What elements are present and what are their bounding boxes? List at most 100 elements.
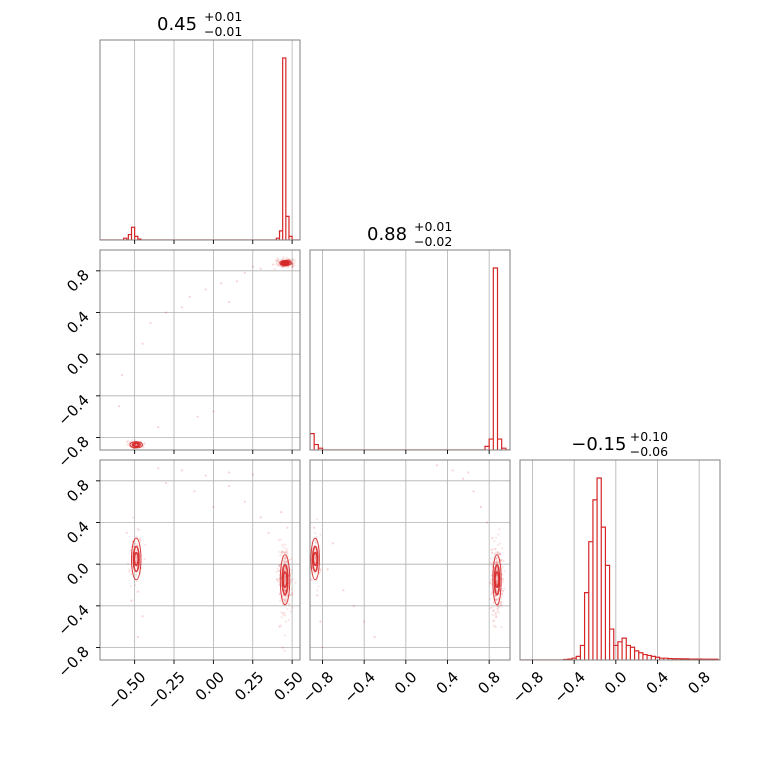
scatter-point-pair-2-1-4 xyxy=(479,505,482,508)
sample-point xyxy=(491,551,494,554)
sample-point xyxy=(490,574,493,577)
sample-point xyxy=(491,614,494,617)
sample-point xyxy=(499,600,502,603)
sample-point xyxy=(132,516,135,519)
sample-point xyxy=(284,551,288,554)
sample-point xyxy=(494,598,497,602)
scatter-point-pair-2-0-7 xyxy=(165,481,168,485)
sample-point xyxy=(496,544,500,547)
sample-point xyxy=(496,569,499,572)
sample-point xyxy=(280,265,284,268)
xtick-label-pair-2-0-2: 0.00 xyxy=(192,668,228,704)
sample-point xyxy=(286,607,289,610)
sample-point xyxy=(310,578,314,582)
title-plus-2: +0.10 xyxy=(630,429,668,444)
sample-point xyxy=(500,604,503,608)
pair-1-0-frame xyxy=(99,249,301,451)
density-pair-2-1 xyxy=(310,464,506,649)
sample-point xyxy=(283,598,286,601)
sample-point xyxy=(498,542,502,545)
sample-point xyxy=(310,578,313,581)
hist-bar-2-6 xyxy=(589,542,593,660)
sample-point xyxy=(315,535,318,539)
sample-point xyxy=(288,258,292,261)
scatter-point-pair-1-0-6 xyxy=(259,267,262,270)
sample-point xyxy=(284,262,287,265)
sample-point xyxy=(277,258,280,261)
scatter-point-pair-1-0-3 xyxy=(220,282,223,285)
hist-bar-2-5 xyxy=(585,593,589,660)
sample-point xyxy=(134,573,138,577)
sample-point xyxy=(284,543,287,546)
sample-point xyxy=(494,560,497,563)
sample-point xyxy=(280,616,283,619)
sample-point xyxy=(490,551,494,555)
sample-point xyxy=(284,265,288,268)
scatter-point-pair-2-1-3 xyxy=(472,490,475,493)
sample-point xyxy=(492,601,495,604)
scatter-point-pair-2-1-11 xyxy=(331,542,335,545)
sample-point xyxy=(291,259,294,263)
sample-point xyxy=(287,602,290,605)
sample-point xyxy=(492,619,495,622)
sample-point xyxy=(491,548,494,551)
sample-point xyxy=(283,578,286,581)
sample-point xyxy=(129,549,132,552)
scatter-point-pair-2-0-19 xyxy=(251,473,254,476)
sample-point xyxy=(316,589,319,592)
contour-pair-2-0-1-1 xyxy=(132,545,140,573)
scatter-point-pair-2-1-0 xyxy=(435,464,439,467)
sample-point xyxy=(278,564,281,567)
sample-point xyxy=(495,599,499,602)
sample-point xyxy=(495,558,498,561)
ytick-label-pair-1-0-3: 0.4 xyxy=(63,308,93,338)
scatter-point-pair-1-0-17 xyxy=(235,280,239,283)
sample-point xyxy=(142,443,145,446)
xtick-label-pair-2-0-0: −0.50 xyxy=(104,668,149,713)
sample-point xyxy=(285,597,288,600)
scatter-point-pair-2-1-7 xyxy=(319,620,322,623)
scatter-point-pair-2-1-8 xyxy=(321,646,324,649)
sample-point xyxy=(280,551,283,555)
contour-pair-2-1-1-0 xyxy=(310,537,320,581)
sample-point xyxy=(281,554,284,557)
sample-point xyxy=(501,580,504,583)
sample-point xyxy=(490,548,493,552)
hist-bar-2-18 xyxy=(639,653,643,660)
sample-point xyxy=(317,585,320,588)
ytick-label-pair-1-0-1: −0.4 xyxy=(54,391,92,429)
sample-point xyxy=(276,568,280,571)
sample-point xyxy=(495,562,498,565)
pair-2-1-frame xyxy=(309,459,511,661)
scatter-point-pair-2-0-12 xyxy=(278,625,281,628)
sample-point xyxy=(279,538,282,541)
sample-point xyxy=(291,266,294,269)
sample-point xyxy=(278,569,281,573)
sample-point xyxy=(496,607,499,610)
sample-point xyxy=(495,561,499,564)
sample-point xyxy=(137,544,140,547)
sample-point xyxy=(500,593,504,596)
sample-point xyxy=(490,578,493,582)
sample-point xyxy=(497,606,501,609)
xtick-label-hist-2-4: 0.8 xyxy=(684,668,714,698)
sample-point xyxy=(282,551,286,554)
sample-point xyxy=(293,261,296,264)
sample-point xyxy=(496,581,499,584)
contour-pair-2-0-1-0 xyxy=(130,537,142,581)
sample-point xyxy=(492,608,496,611)
sample-point xyxy=(137,590,140,593)
hist-bar-2-19 xyxy=(643,655,647,660)
hist-bar-1-0 xyxy=(310,434,314,450)
sample-point xyxy=(488,597,491,600)
hist-bar-2-4 xyxy=(580,645,584,660)
sample-point xyxy=(490,563,493,566)
sample-point xyxy=(283,557,287,561)
sample-point xyxy=(291,592,294,595)
sample-point xyxy=(139,539,142,542)
sample-point xyxy=(283,576,287,579)
scatter-point-pair-1-0-7 xyxy=(149,321,152,325)
sample-point xyxy=(284,599,287,602)
sample-point xyxy=(313,565,317,569)
sample-point xyxy=(273,268,276,271)
